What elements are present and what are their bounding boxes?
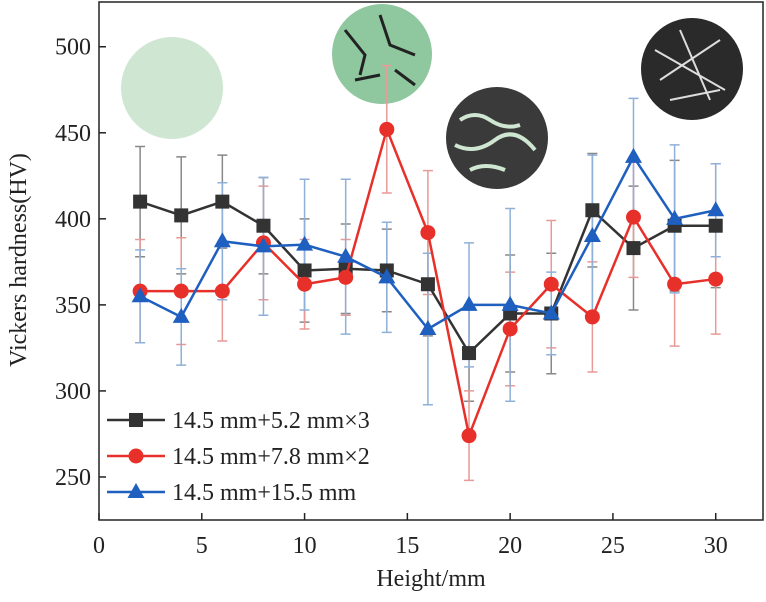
- marker: [625, 209, 641, 225]
- marker: [297, 263, 312, 278]
- marker: [543, 276, 559, 292]
- legend-label: 14.5 mm+15.5 mm: [172, 480, 357, 506]
- x-tick-label: 5: [196, 533, 208, 559]
- marker: [461, 428, 477, 444]
- marker: [128, 448, 144, 464]
- marker: [707, 201, 725, 217]
- y-tick-label: 350: [55, 293, 91, 319]
- marker: [583, 227, 601, 243]
- marker: [297, 276, 313, 292]
- marker: [338, 269, 354, 285]
- marker: [708, 271, 724, 287]
- y-tick-label: 300: [55, 379, 91, 405]
- x-axis-label: Height/mm: [376, 566, 486, 592]
- x-tick-label: 20: [498, 533, 522, 559]
- marker: [501, 295, 519, 311]
- x-tick-label: 15: [395, 533, 419, 559]
- y-tick-label: 400: [55, 207, 91, 233]
- marker: [214, 283, 230, 299]
- marker: [173, 283, 189, 299]
- legend-label: 14.5 mm+7.8 mm×2: [172, 444, 370, 470]
- y-tick-label: 450: [55, 121, 91, 147]
- marker: [256, 218, 271, 233]
- legend: 14.5 mm+5.2 mm×3 14.5 mm+7.8 mm×2 14.5 mm+…: [107, 408, 370, 506]
- marker: [215, 194, 230, 209]
- marker: [708, 218, 723, 233]
- marker: [460, 295, 478, 311]
- y-tick-label: 250: [55, 465, 91, 491]
- marker: [542, 304, 560, 320]
- marker: [420, 277, 435, 292]
- micrograph-1: [121, 37, 223, 139]
- marker: [419, 319, 437, 335]
- marker: [502, 321, 518, 337]
- marker: [254, 237, 272, 253]
- marker: [174, 208, 189, 223]
- marker: [462, 346, 477, 361]
- x-tick-label: 25: [601, 533, 625, 559]
- legend-label: 14.5 mm+5.2 mm×3: [172, 408, 370, 434]
- marker: [420, 225, 436, 241]
- marker: [379, 121, 395, 137]
- x-tick-label: 30: [704, 533, 728, 559]
- micrograph-insets: [121, 4, 743, 189]
- y-tick-label: 500: [55, 35, 91, 61]
- marker: [213, 232, 231, 248]
- marker: [624, 147, 642, 163]
- marker: [585, 203, 600, 218]
- marker: [172, 307, 190, 323]
- marker: [133, 194, 148, 209]
- marker: [667, 276, 683, 292]
- marker: [131, 287, 149, 303]
- marker: [296, 235, 314, 251]
- x-tick-label: 10: [293, 533, 317, 559]
- marker: [666, 209, 684, 225]
- x-tick-label: 0: [93, 533, 105, 559]
- marker: [337, 247, 355, 263]
- y-axis-label: Vickers hardness(HV): [6, 153, 32, 367]
- marker: [127, 483, 145, 498]
- plot-frame: [98, 1, 764, 521]
- marker: [378, 268, 396, 284]
- marker: [129, 413, 143, 427]
- marker: [626, 241, 641, 256]
- marker: [584, 309, 600, 325]
- micrograph-4: [641, 18, 743, 120]
